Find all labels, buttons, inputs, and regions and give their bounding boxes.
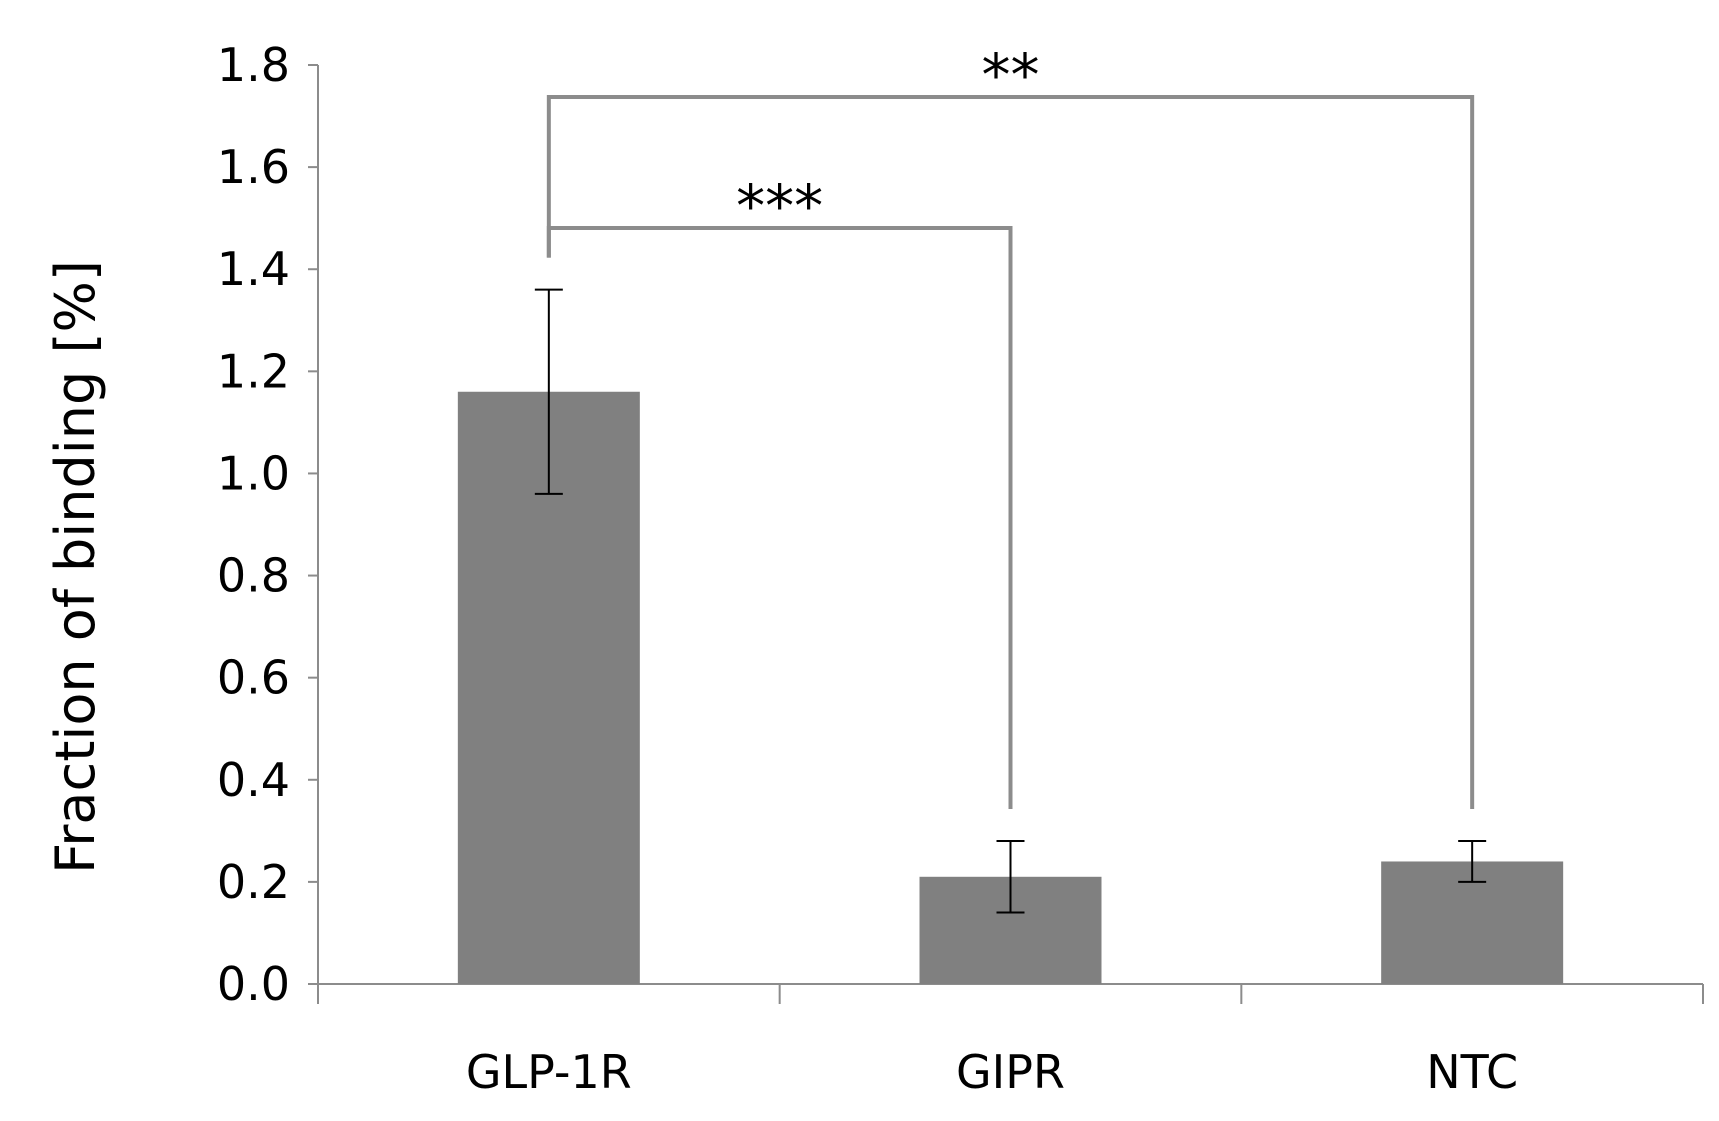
- y-tick-label: 1.8: [217, 38, 290, 92]
- significance-brackets: *****: [546, 41, 1475, 810]
- significance-label: ***: [736, 172, 823, 240]
- x-category-label: GLP-1R: [466, 1045, 632, 1099]
- y-tick-label: 0.0: [217, 957, 290, 1011]
- y-tick-label: 1.0: [217, 446, 290, 500]
- y-tick-label: 1.2: [217, 344, 290, 398]
- y-tick-label: 1.4: [217, 242, 290, 296]
- significance-label: **: [982, 41, 1040, 109]
- y-tick-label: 1.6: [217, 140, 290, 194]
- significance-bracket: [546, 95, 1475, 810]
- x-axis: GLP-1R GIPR NTC: [317, 983, 1704, 1099]
- y-axis: 0.0 0.2 0.4 0.6 0.8 1.0 1.2 1.4 1.6 1.8: [217, 38, 319, 1011]
- error-bars: [534, 288, 1487, 914]
- x-category-label: GIPR: [956, 1045, 1065, 1099]
- x-category-label: NTC: [1426, 1045, 1518, 1099]
- y-tick-label: 0.4: [217, 753, 290, 807]
- y-tick-label: 0.6: [217, 651, 290, 705]
- y-axis-title: Fraction of binding [%]: [44, 260, 107, 874]
- y-tick-label: 0.8: [217, 549, 290, 603]
- y-tick-label: 0.2: [217, 855, 290, 909]
